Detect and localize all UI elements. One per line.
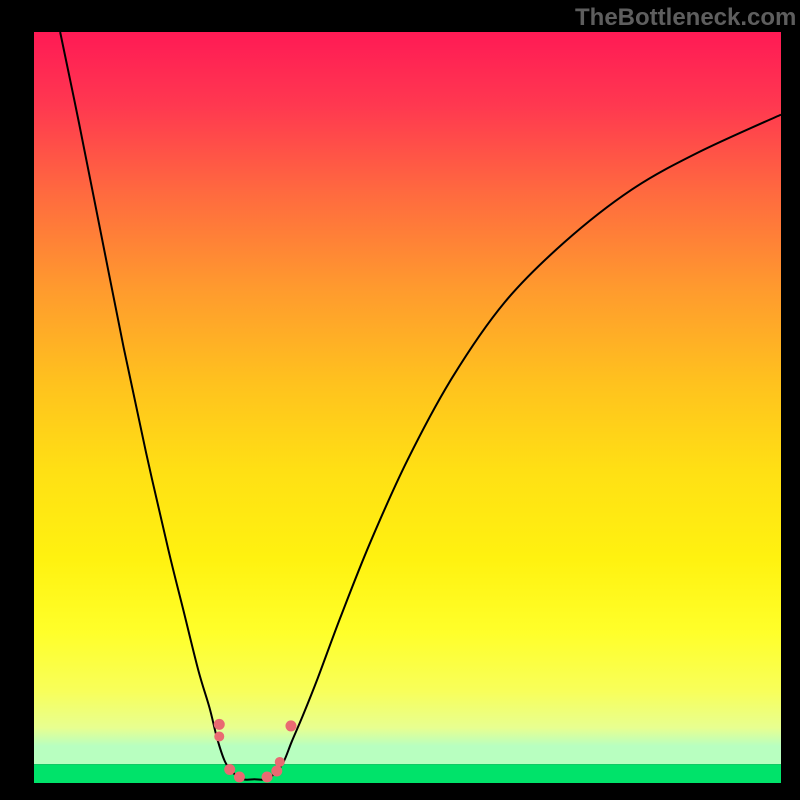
data-marker xyxy=(234,771,245,782)
data-marker xyxy=(214,719,225,730)
bottleneck-chart: TheBottleneck.com xyxy=(0,0,800,800)
chart-svg xyxy=(0,0,800,800)
data-marker xyxy=(285,720,296,731)
data-marker xyxy=(214,731,224,741)
green-band xyxy=(34,764,781,783)
data-marker xyxy=(275,757,285,767)
gradient-background xyxy=(34,32,781,764)
data-marker xyxy=(262,771,273,782)
source-watermark: TheBottleneck.com xyxy=(575,4,796,32)
data-marker xyxy=(271,765,282,776)
data-marker xyxy=(224,764,235,775)
